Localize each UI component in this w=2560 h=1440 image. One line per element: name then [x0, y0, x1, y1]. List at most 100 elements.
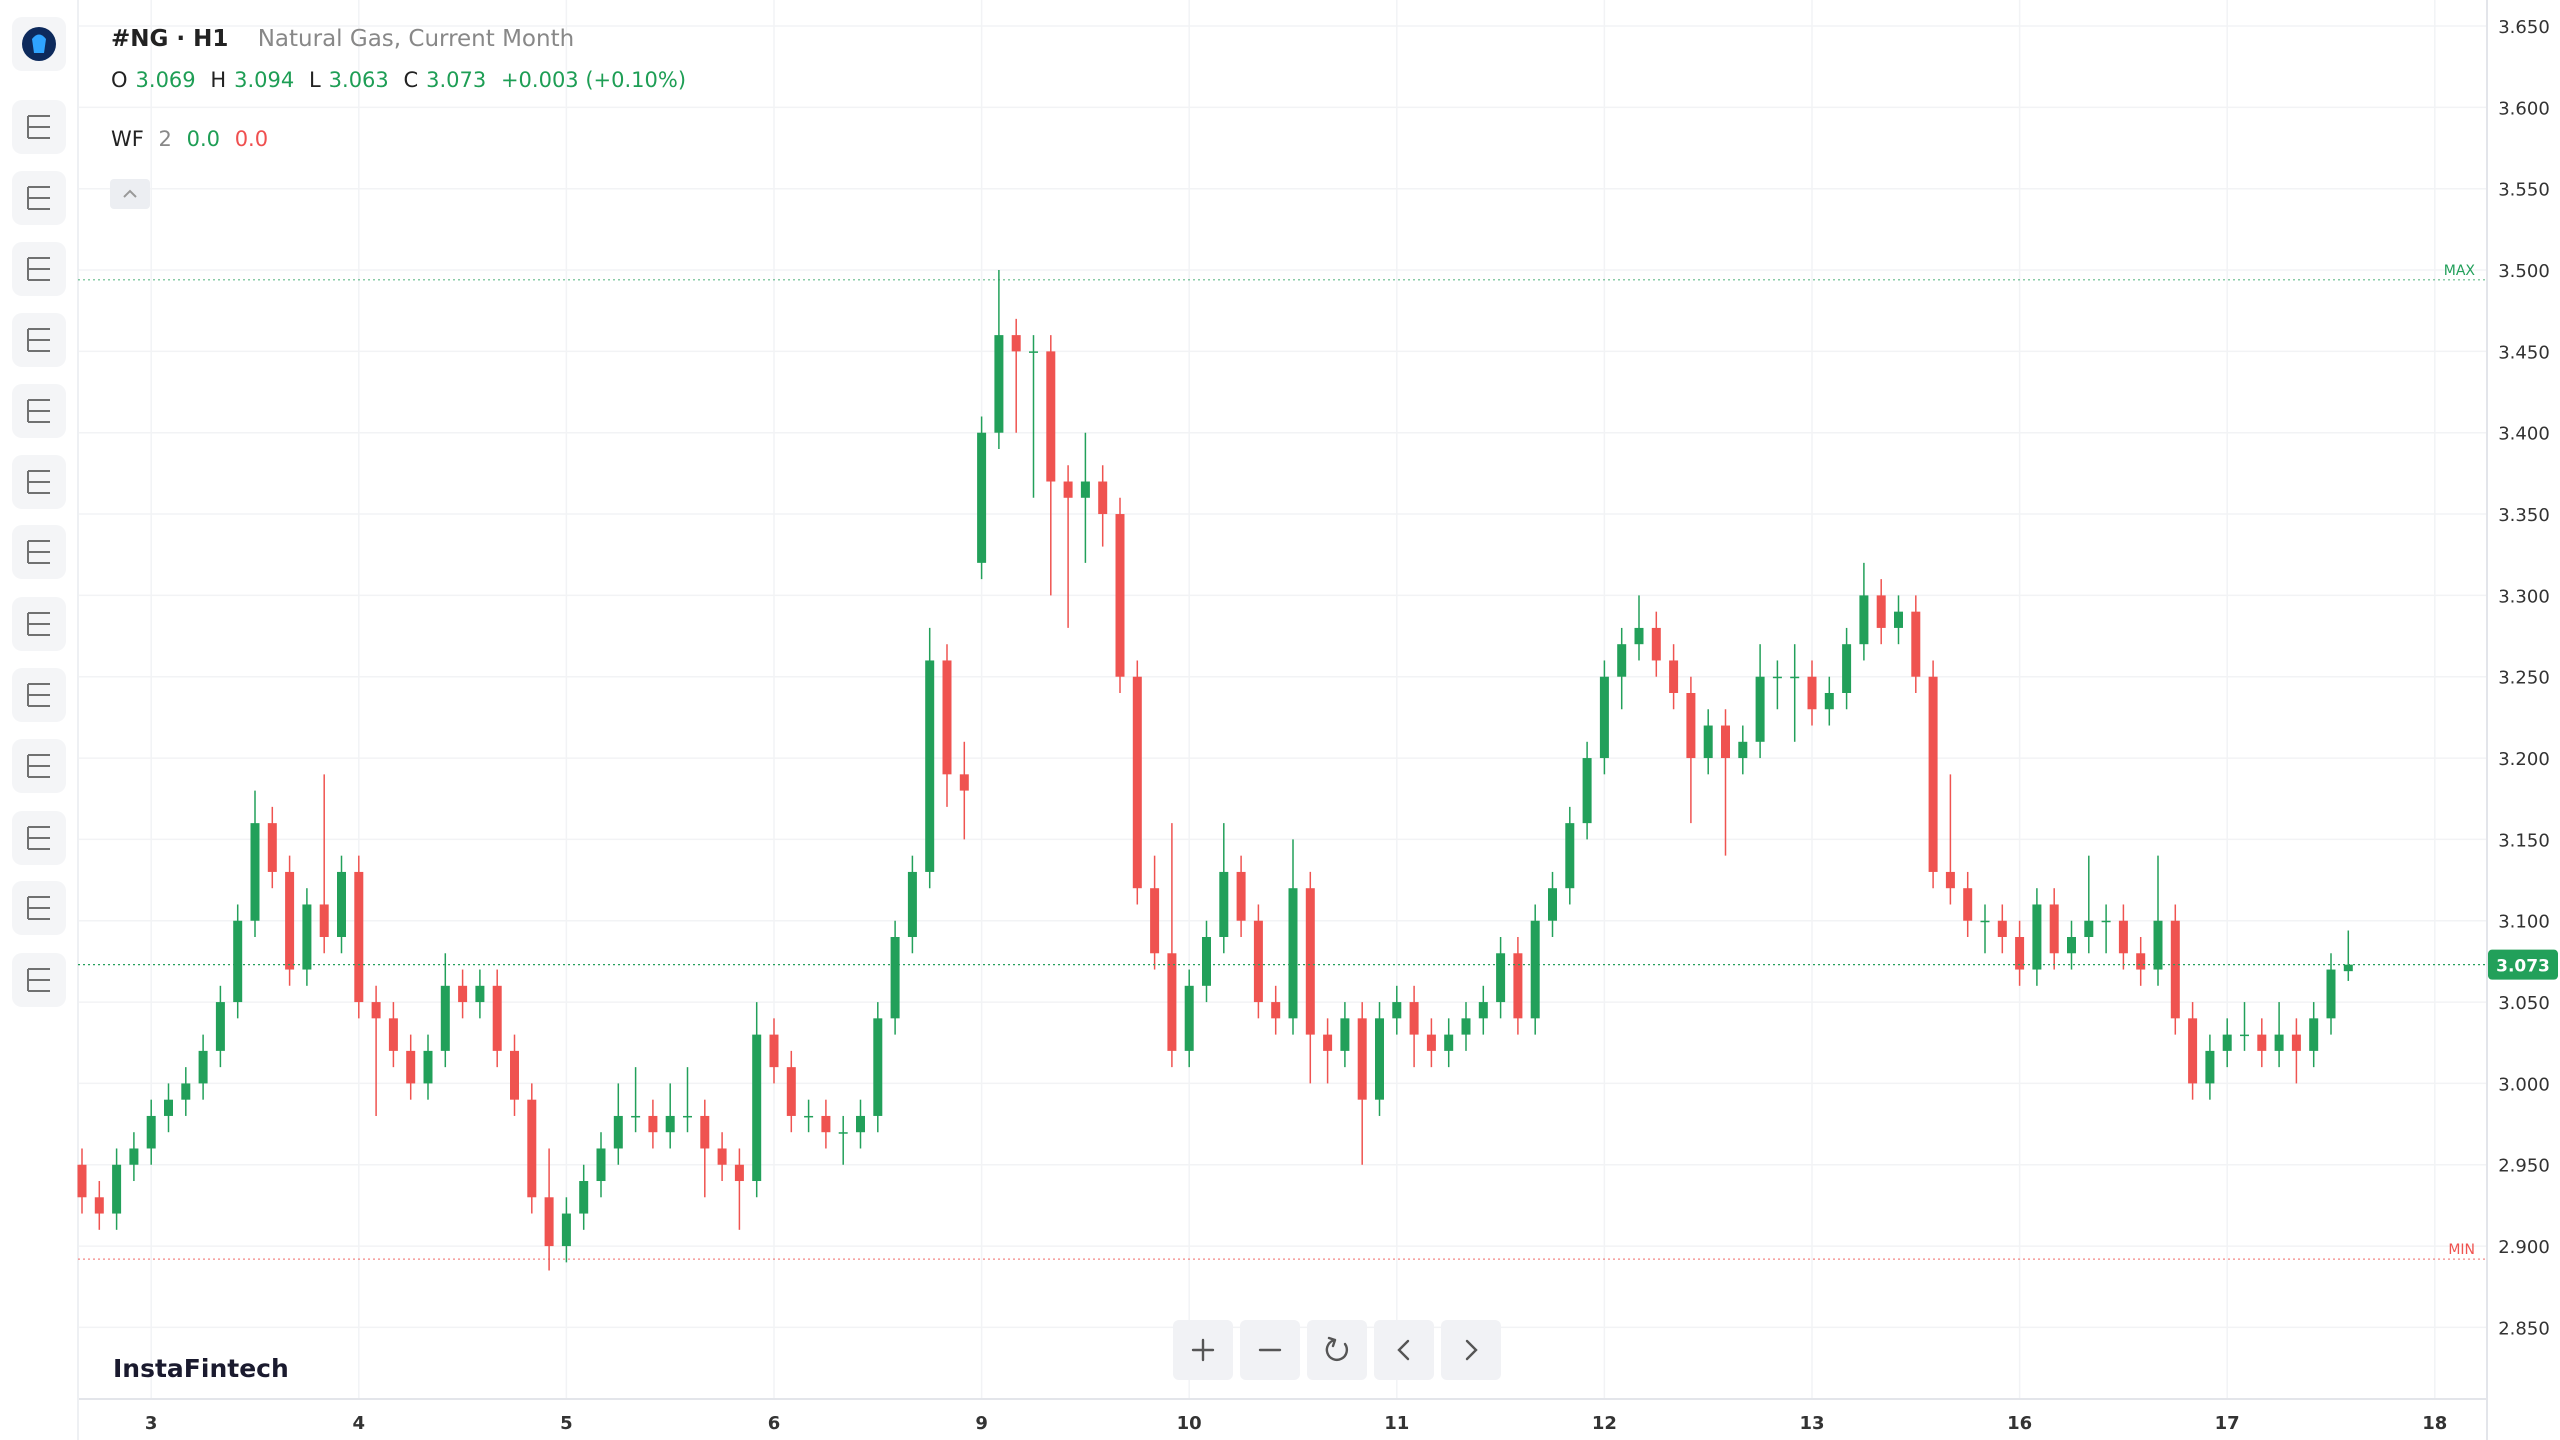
ohlc-value: 3.073: [426, 68, 487, 92]
candle-body: [734, 1164, 744, 1182]
y-tick-label: 3.300: [2498, 586, 2550, 607]
candle-body: [561, 1213, 571, 1247]
tool-button[interactable]: [12, 881, 66, 935]
ohlc-label: L: [308, 68, 321, 92]
candle-body: [1513, 953, 1523, 1019]
nav-button[interactable]: [1173, 1320, 1233, 1380]
y-tick-label: 2.850: [2498, 1318, 2550, 1339]
change: +0.003 (+0.10%): [500, 68, 687, 92]
y-tick-label: 3.100: [2498, 912, 2550, 933]
candle-body: [354, 871, 364, 1003]
nav-button[interactable]: [1441, 1320, 1501, 1380]
candle-body: [1859, 595, 1869, 645]
tool-button[interactable]: [12, 100, 66, 154]
y-tick-label: 3.500: [2498, 261, 2550, 282]
tool-button[interactable]: [12, 739, 66, 793]
tool-button[interactable]: [12, 525, 66, 579]
y-tick-label: 3.000: [2498, 1074, 2550, 1095]
candle-body: [977, 432, 987, 563]
candle-body: [665, 1115, 675, 1133]
candle-body: [890, 937, 900, 1019]
candle-body: [613, 1115, 623, 1149]
y-tick-label: 3.150: [2498, 830, 2550, 851]
candle-body: [440, 985, 450, 1051]
candle-body: [1617, 644, 1627, 677]
candle-body: [215, 1002, 225, 1051]
candle-body: [717, 1148, 727, 1165]
candle-body: [1115, 514, 1125, 677]
candle-body: [1530, 920, 1540, 1019]
candle-body: [1236, 871, 1246, 921]
candle-body: [2188, 1018, 2198, 1084]
tool-button[interactable]: [12, 171, 66, 225]
candle-body: [1548, 888, 1557, 921]
candle-body: [1582, 758, 1592, 824]
candle-body: [1807, 676, 1817, 710]
tool-icon: [27, 328, 50, 352]
candle-body: [2343, 964, 2353, 972]
candle-body: [1011, 335, 1021, 352]
nav-button[interactable]: [1374, 1320, 1434, 1380]
candle-body: [1219, 871, 1229, 938]
tool-button[interactable]: [12, 17, 66, 71]
candle-body: [423, 1050, 433, 1084]
candle-body: [959, 774, 969, 791]
indicator-legend[interactable]: WF 2 0.0 0.0: [111, 127, 276, 151]
tool-button[interactable]: [12, 597, 66, 651]
candle-body: [856, 1115, 865, 1133]
candle-body: [1202, 937, 1211, 986]
y-tick-label: 3.350: [2498, 505, 2550, 526]
candle-body: [1703, 725, 1713, 759]
nav-button[interactable]: [1240, 1320, 1300, 1380]
candle-body: [2240, 1034, 2249, 1037]
candle-body: [942, 660, 952, 775]
reference-label: MAX: [2444, 263, 2476, 279]
reference-label: MIN: [2448, 1242, 2475, 1258]
ohlc-value: 3.069: [135, 68, 196, 92]
nav-icon: [1465, 1339, 1478, 1361]
last-price-label: 3.073: [2496, 957, 2550, 977]
candle-body: [302, 904, 312, 970]
candle-body: [198, 1050, 208, 1084]
candle-body: [1323, 1034, 1333, 1051]
candle-body: [1790, 676, 1800, 679]
candle-body: [786, 1067, 796, 1116]
candle-body: [544, 1197, 554, 1247]
candle-body: [1340, 1018, 1350, 1051]
candle-body: [1046, 351, 1056, 482]
x-tick-label: 17: [2215, 1413, 2240, 1434]
tool-icon: [27, 399, 50, 423]
tool-icon: [27, 896, 50, 920]
tool-button[interactable]: [12, 953, 66, 1007]
candle-body: [371, 1002, 381, 1019]
tool-button[interactable]: [12, 811, 66, 865]
tool-button[interactable]: [12, 242, 66, 296]
candle-body: [1669, 660, 1679, 693]
candle-body: [1980, 920, 1990, 923]
y-tick-label: 3.450: [2498, 342, 2550, 363]
candle-body: [2205, 1050, 2215, 1084]
tool-button[interactable]: [12, 313, 66, 367]
candle-body: [2049, 904, 2059, 954]
tool-button[interactable]: [12, 668, 66, 722]
ohlc-value: 3.063: [328, 68, 389, 92]
candle-body: [112, 1164, 122, 1214]
nav-button[interactable]: [1307, 1320, 1367, 1380]
x-tick-label: 5: [560, 1413, 573, 1434]
candle-body: [1253, 920, 1263, 1003]
candle-body: [1876, 595, 1886, 628]
indicator-period: 2: [158, 127, 172, 151]
tool-button[interactable]: [12, 384, 66, 438]
candle-body: [821, 1115, 831, 1133]
candle-body: [1029, 351, 1038, 353]
candle-body: [250, 823, 260, 921]
candle-body: [1721, 725, 1730, 759]
ohlc-label: H: [210, 68, 227, 92]
ohlc-label: C: [403, 68, 419, 92]
symbol[interactable]: #NG · H1: [111, 26, 229, 52]
collapse-button[interactable]: [110, 179, 150, 209]
x-tick-label: 18: [2422, 1413, 2447, 1434]
tool-button[interactable]: [12, 455, 66, 509]
candle-body: [94, 1197, 104, 1214]
candle-body: [510, 1050, 519, 1100]
